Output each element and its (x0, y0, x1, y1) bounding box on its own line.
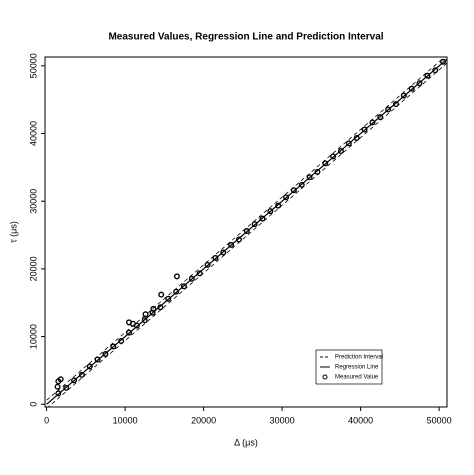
point (78, 371, 85, 378)
point (71, 377, 78, 384)
point (57, 376, 64, 383)
y-tick-label: 50000 (28, 53, 38, 78)
point (228, 241, 235, 248)
point (392, 101, 399, 108)
point (196, 270, 203, 277)
point (416, 80, 423, 87)
point (150, 305, 157, 312)
x-tick-label: 40000 (348, 415, 373, 425)
legend-label: Measured Value (335, 375, 379, 381)
line (46, 58, 447, 405)
point (157, 304, 164, 311)
x-tick-label: 10000 (113, 415, 138, 425)
point (322, 160, 329, 167)
point (369, 119, 376, 126)
point (165, 295, 172, 302)
point (212, 254, 219, 261)
x-tick-label: 30000 (270, 415, 295, 425)
point (306, 174, 313, 181)
point (86, 363, 93, 370)
x-tick-label: 0 (44, 415, 49, 425)
point (432, 67, 439, 74)
point (298, 181, 305, 188)
point (283, 194, 290, 201)
point (330, 153, 337, 160)
point (408, 85, 415, 92)
point (243, 228, 250, 235)
point (235, 236, 242, 243)
y-tick-label: 30000 (28, 189, 38, 214)
point (126, 329, 133, 336)
point (188, 275, 195, 282)
point (102, 351, 109, 358)
point (55, 390, 62, 397)
x-tick-label: 50000 (427, 415, 452, 425)
point (141, 317, 148, 324)
point (142, 311, 149, 318)
legend-label: Prediction Interval (335, 355, 383, 361)
x-tick-label: 20000 (191, 415, 216, 425)
point (440, 58, 447, 65)
point (353, 134, 360, 141)
point (63, 384, 70, 391)
point (118, 338, 125, 345)
point (377, 114, 384, 121)
point (400, 92, 407, 99)
y-tick-label: 10000 (28, 324, 38, 349)
legend-label: Regression Line (335, 365, 379, 371)
plot-area (46, 57, 447, 407)
point (275, 202, 282, 209)
point (385, 106, 392, 113)
point (345, 140, 352, 147)
point (361, 126, 368, 133)
chart-title: Measured Values, Regression Line and Pre… (108, 32, 383, 43)
y-tick-label: 0 (28, 402, 38, 407)
point (251, 221, 258, 228)
point (180, 283, 187, 290)
point (158, 291, 165, 298)
point (204, 261, 211, 268)
legend-point (322, 374, 328, 380)
point (220, 249, 227, 256)
y-tick-label: 20000 (28, 256, 38, 281)
point (314, 168, 321, 175)
point (173, 288, 180, 295)
point (259, 215, 266, 222)
point (267, 208, 274, 215)
plot-frame (44, 56, 448, 408)
x-axis-label: Δ (μs) (234, 437, 258, 447)
point (129, 320, 136, 327)
point (338, 147, 345, 154)
point (94, 356, 101, 363)
y-axis-label: τ (μs) (8, 221, 18, 243)
point (290, 187, 297, 194)
point (424, 72, 431, 79)
point (54, 383, 61, 390)
point (173, 273, 180, 280)
point (110, 343, 117, 350)
y-tick-label: 40000 (28, 121, 38, 146)
